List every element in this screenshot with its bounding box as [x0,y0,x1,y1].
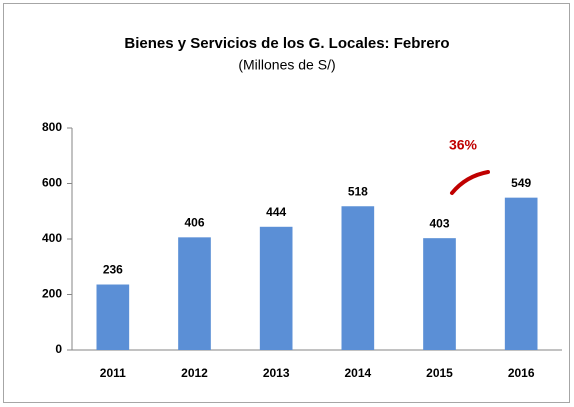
x-tick-label: 2013 [263,366,290,380]
bar [178,237,211,350]
data-label: 236 [103,263,123,277]
chart-subtitle: (Millones de S/) [238,57,335,73]
x-tick-label: 2016 [508,366,535,380]
x-tick-label: 2012 [181,366,208,380]
data-label: 444 [266,205,286,219]
bar [259,226,293,350]
y-tick-label: 200 [42,287,62,301]
data-label: 406 [184,216,204,230]
y-tick-label: 400 [42,231,62,245]
bar [504,197,538,350]
bar [423,238,456,350]
bar [341,206,375,350]
bar [96,284,130,350]
data-label: 518 [348,184,368,198]
x-tick-label: 2011 [100,366,126,380]
annotation: 36% [449,137,478,153]
y-tick-label: 800 [42,120,62,134]
data-label: 403 [429,216,449,230]
annotation-arrow [450,170,490,195]
y-tick-label: 0 [55,342,62,356]
y-tick-label: 600 [42,176,62,190]
x-tick-label: 2014 [344,366,371,380]
chart-title: Bienes y Servicios de los G. Locales: Fe… [124,35,449,52]
data-label: 549 [511,176,531,190]
x-tick-label: 2015 [426,366,453,380]
